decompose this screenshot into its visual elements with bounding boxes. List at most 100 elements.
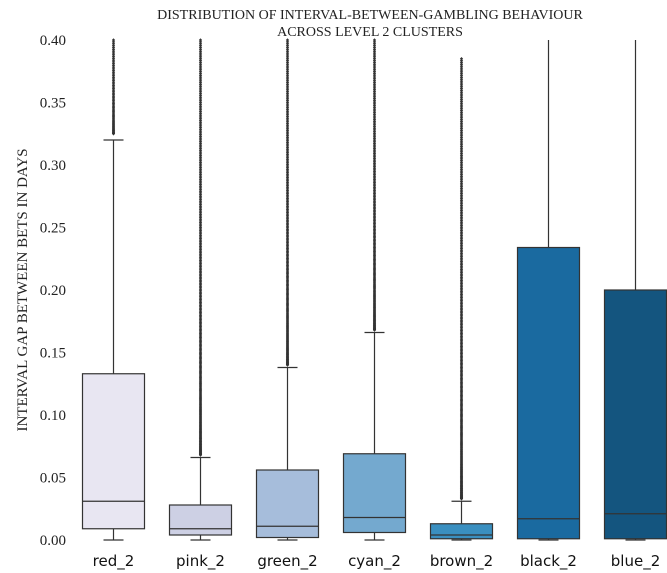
outlier-point [285,86,290,90]
outlier-point [459,70,464,74]
outlier-point [372,73,377,77]
outlier-point [372,38,377,42]
outlier-point [198,71,203,76]
outlier-point [285,60,290,65]
outlier-point [198,102,203,107]
outlier-point [372,49,377,54]
outlier-point [372,43,377,48]
outlier-point [111,38,116,42]
outlier-point [198,100,203,105]
outlier-point [459,79,464,83]
x-tick-label: green_2 [257,552,317,571]
outlier-point [459,77,464,82]
outlier-point [372,82,377,87]
outlier-point [198,82,203,87]
outlier-point [198,67,203,72]
outlier-point [372,56,377,61]
y-axis-label: INTERVAL GAP BETWEEN BETS IN DAYS [15,148,31,431]
x-axis: red_2 pink_2 green_2 cyan_2 brown_2 black_2 bl… [93,552,661,571]
outlier-point [372,84,377,88]
box-body [516,246,581,540]
outlier-point [111,43,116,48]
outlier-point [372,78,377,83]
outlier-point [285,87,290,92]
outlier-point [372,69,377,74]
outlier-point [285,66,290,70]
outlier-point [459,105,464,109]
outlier-point [459,75,464,80]
outlier-point [198,86,203,90]
outlier-point [459,116,464,120]
outlier-point [459,66,464,70]
outlier-point [285,55,290,59]
outlier-point [459,99,464,104]
outlier-point [285,43,290,48]
outlier-point [285,62,290,67]
outlier-point [198,91,203,96]
outlier-point [198,89,203,94]
outlier-point [198,93,203,98]
y-tick-label: 0.40 [40,33,66,49]
outlier-point [198,49,203,54]
outlier-point [198,55,203,59]
box-red_2 [81,38,146,541]
box-blue_2 [603,40,667,541]
outlier-point [285,45,290,50]
outlier-point [285,71,290,76]
y-tick-label: 0.20 [40,283,66,299]
outlier-point [372,66,377,70]
outlier-point [198,66,203,70]
outlier-point [372,40,377,44]
outlier-point [111,51,116,55]
outlier-point [459,62,464,67]
x-tick-label: black_2 [520,552,577,571]
outlier-point [285,58,290,63]
outlier-point [111,45,116,50]
outlier-point [198,80,203,85]
outlier-point [459,114,464,118]
outlier-point [198,41,203,46]
outlier-point [372,41,377,46]
outlier-point [198,47,203,52]
outlier-point [372,45,377,50]
outlier-point [459,71,464,76]
outlier-point [198,69,203,74]
outlier-point [198,99,203,103]
outlier-point [459,90,464,95]
outlier-point [459,121,464,126]
outlier-point [285,51,290,55]
box-body [168,504,233,536]
outlier-point [198,40,203,44]
outlier-point [285,89,290,94]
outlier-point [459,108,464,113]
x-tick-label: brown_2 [430,552,493,571]
y-tick-label: 0.30 [40,158,66,174]
box-black_2 [516,40,581,541]
outlier-point [285,49,290,54]
outlier-point [459,92,464,96]
boxes-layer [81,38,667,541]
outlier-point [198,53,203,57]
box-body [429,523,494,540]
outlier-point [285,78,290,83]
outlier-point [459,94,464,98]
outlier-point [459,97,464,102]
outlier-point [285,80,290,85]
outlier-point [285,84,290,88]
outlier-point [459,86,464,91]
outlier-point [459,56,464,61]
y-tick-label: 0.10 [40,408,66,424]
box-green_2 [255,38,320,541]
outlier-point [198,56,203,61]
outlier-point [372,47,377,52]
outlier-point [198,97,203,101]
outlier-point [198,58,203,63]
x-tick-label: blue_2 [611,552,660,571]
outlier-point [459,112,464,116]
outlier-point [459,64,464,69]
outlier-point [459,119,464,124]
y-tick-label: 0.25 [40,221,66,237]
x-tick-label: pink_2 [176,552,225,571]
outlier-point [459,81,464,85]
outlier-point [111,54,116,59]
